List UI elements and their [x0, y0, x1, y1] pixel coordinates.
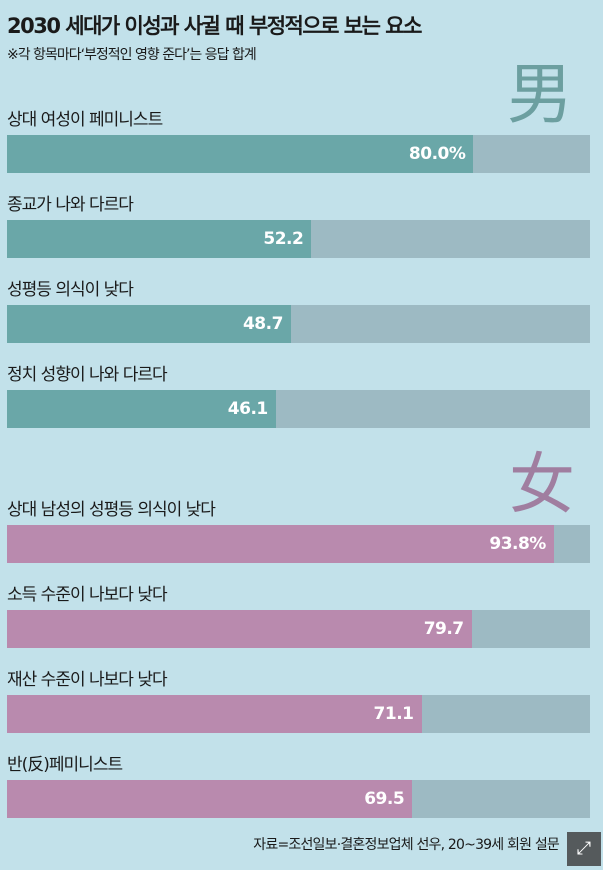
value-label: 80.0%: [408, 144, 466, 164]
category-label: 성평등 의식이 낮다: [7, 280, 134, 300]
category-label: 종교가 나와 다르다: [7, 195, 134, 215]
bar: 80.0%: [7, 135, 474, 173]
category-label: 재산 수준이 나보다 낮다: [7, 670, 168, 690]
source-note: 자료=조선일보·결혼정보업체 선우, 20~39세 회원 설문: [253, 837, 560, 853]
bar: 79.7: [7, 610, 472, 648]
bar-track: 52.2: [7, 220, 590, 258]
category-label: 상대 남성의 성평등 의식이 낮다: [7, 500, 216, 520]
value-label: 69.5: [364, 789, 405, 809]
value-label: 46.1: [227, 399, 268, 419]
chart-subtitle: ※각 항목마다‘부정적인 영향 준다’는 응답 합계: [7, 47, 257, 63]
bar: 93.8%: [7, 525, 554, 563]
male-group-label: 男: [507, 56, 573, 133]
female-group-label: 女: [509, 446, 575, 523]
bar-track: 93.8%: [7, 525, 590, 563]
bar: 48.7: [7, 305, 291, 343]
category-label: 반(反)페미니스트: [7, 755, 123, 775]
value-label: 52.2: [263, 229, 304, 249]
chart-title: 2030 세대가 이성과 사귈 때 부정적으로 보는 요소: [7, 14, 422, 38]
bar-track: 69.5: [7, 780, 590, 818]
bar-track: 79.7: [7, 610, 590, 648]
bar-track: 80.0%: [7, 135, 590, 173]
bar: 69.5: [7, 780, 413, 818]
bar-track: 48.7: [7, 305, 590, 343]
value-label: 48.7: [242, 314, 283, 334]
bar-track: 46.1: [7, 390, 590, 428]
bar: 52.2: [7, 220, 312, 258]
value-label: 71.1: [373, 704, 414, 724]
category-label: 정치 성향이 나와 다르다: [7, 365, 168, 385]
expand-arrows-icon[interactable]: ⤢: [567, 832, 601, 866]
category-label: 상대 여성이 페미니스트: [7, 110, 163, 130]
bar: 71.1: [7, 695, 422, 733]
bar-track: 71.1: [7, 695, 590, 733]
value-label: 93.8%: [489, 534, 546, 554]
bar: 46.1: [7, 390, 276, 428]
value-label: 79.7: [423, 619, 464, 639]
category-label: 소득 수준이 나보다 낮다: [7, 585, 168, 605]
